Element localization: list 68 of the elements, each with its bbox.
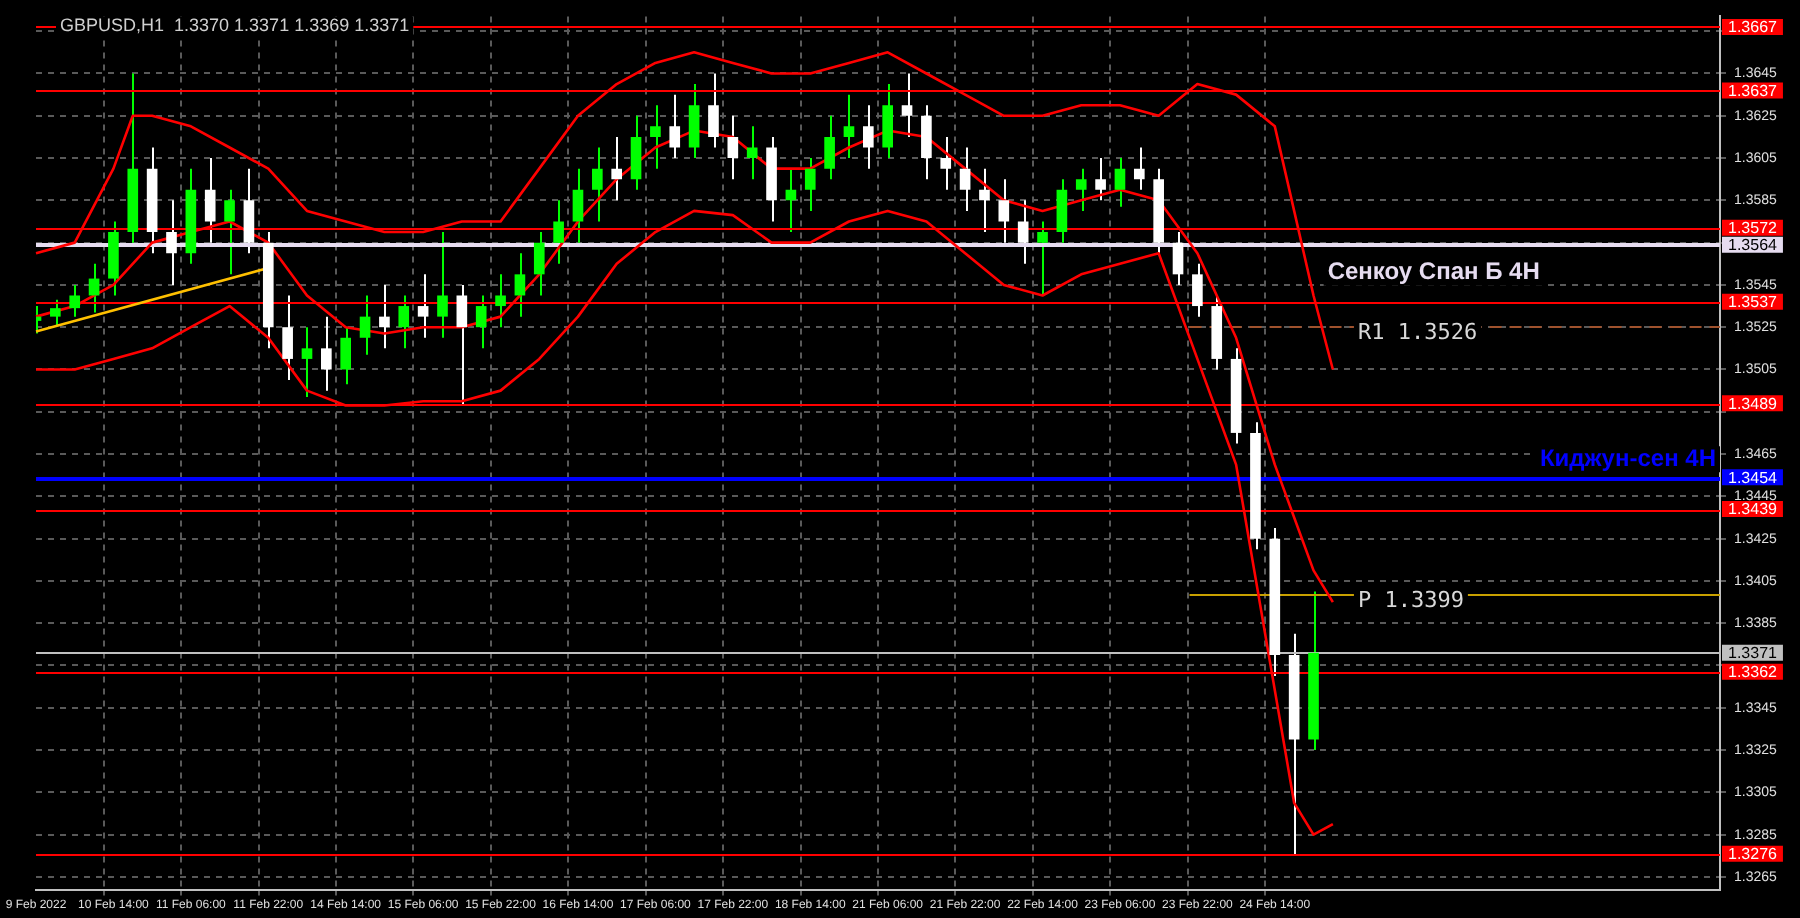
ref-line-label: P 1.3399	[1357, 587, 1464, 614]
ref-line-label: 1.3371	[1728, 644, 1779, 663]
candlestick	[592, 146, 603, 223]
candlestick	[398, 294, 410, 350]
candlestick	[495, 273, 506, 329]
ref-line-label: 1.3454	[1728, 468, 1779, 487]
candlestick	[514, 252, 526, 318]
chart-title: GBPUSD,H1 1.3370 1.3371 1.3369 1.3371	[60, 15, 410, 36]
candlestick	[475, 294, 487, 350]
candlestick	[282, 294, 293, 382]
candlestick	[1114, 157, 1126, 208]
ref-line-label: 1.3537	[1728, 293, 1779, 312]
candlestick	[611, 135, 623, 202]
candlestick	[882, 83, 893, 160]
ref-line-label: 1.3667	[1728, 18, 1779, 37]
candlestick	[437, 231, 448, 339]
candlestick	[359, 294, 371, 356]
candlestick	[533, 231, 545, 297]
candlestick	[650, 104, 661, 170]
candlestick	[204, 157, 216, 244]
ref-line-label: 1.3489	[1728, 394, 1779, 413]
annotation: Сенкоу Спан Б 4H	[1327, 257, 1540, 286]
ref-line-label: 1.3637	[1728, 81, 1779, 100]
candlestick	[1095, 157, 1106, 202]
ref-line-label: 1.3564	[1728, 236, 1779, 255]
candlestick	[108, 220, 119, 297]
candlestick	[572, 167, 584, 244]
candlestick	[727, 114, 739, 181]
candlestick	[301, 326, 313, 398]
candlestick	[1056, 178, 1068, 244]
candlestick	[901, 72, 913, 138]
candlestick	[1133, 146, 1145, 191]
candlestick	[688, 83, 700, 160]
annotation: Киджун-сен 4H	[1539, 443, 1716, 472]
candlestick	[1192, 262, 1203, 318]
candlestick	[630, 114, 642, 191]
candlestick	[979, 167, 990, 234]
candlestick	[1172, 231, 1184, 286]
candlestick	[553, 199, 564, 265]
candlestick	[69, 283, 81, 318]
candlestick	[417, 273, 429, 339]
candlestick	[804, 157, 816, 212]
candlestick	[998, 178, 1010, 244]
ref-line-label: 1.3276	[1728, 845, 1779, 864]
ref-line-label: 1.3362	[1728, 663, 1779, 682]
candlestick	[166, 199, 177, 286]
candlestick	[1037, 220, 1048, 297]
candlestick	[456, 283, 468, 407]
candlestick	[921, 104, 932, 181]
candlestick	[746, 125, 758, 181]
candlestick	[243, 167, 255, 255]
candlestick	[379, 283, 390, 350]
candlestick	[321, 315, 332, 392]
ref-line-label: 1.3572	[1728, 219, 1779, 238]
candlestick	[824, 114, 835, 181]
candlestick	[1017, 199, 1029, 265]
candlestick	[340, 326, 352, 386]
candlestick	[940, 135, 952, 191]
candlestick	[843, 93, 855, 160]
candlestick	[959, 146, 971, 212]
candlestick	[50, 298, 61, 327]
candlestick	[863, 104, 874, 170]
ref-line-label: 1.3439	[1728, 500, 1779, 519]
candlestick	[1075, 167, 1087, 212]
candlestick	[708, 72, 719, 149]
candlestick	[669, 93, 681, 160]
candlestick	[224, 188, 235, 276]
ref-line-label: R1 1.3526	[1357, 318, 1478, 345]
